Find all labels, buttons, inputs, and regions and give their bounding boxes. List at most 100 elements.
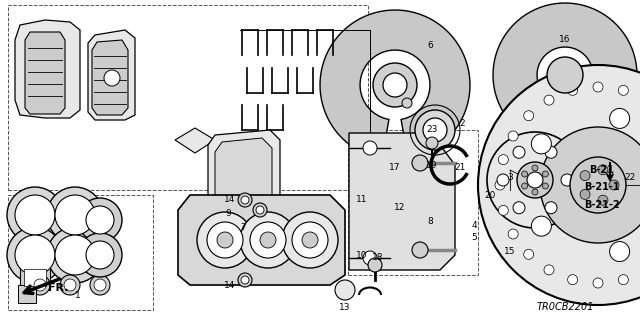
Circle shape <box>47 227 103 283</box>
Text: 20: 20 <box>484 190 496 199</box>
Circle shape <box>415 110 455 150</box>
Bar <box>8 195 153 310</box>
Circle shape <box>542 183 548 189</box>
Text: 2: 2 <box>459 118 465 127</box>
Text: 11: 11 <box>356 196 368 204</box>
Circle shape <box>499 205 508 215</box>
Text: 6: 6 <box>427 41 433 50</box>
Circle shape <box>497 174 509 186</box>
Circle shape <box>197 212 253 268</box>
Bar <box>8 5 368 190</box>
Circle shape <box>15 195 55 235</box>
Circle shape <box>256 206 264 214</box>
Circle shape <box>241 276 249 284</box>
Text: FR.: FR. <box>48 283 68 293</box>
Circle shape <box>90 275 110 295</box>
Circle shape <box>544 95 554 105</box>
Text: B-21-1: B-21-1 <box>584 182 620 192</box>
Circle shape <box>412 242 428 258</box>
Circle shape <box>580 171 590 180</box>
Circle shape <box>217 232 233 248</box>
Polygon shape <box>349 133 455 270</box>
Circle shape <box>335 280 355 300</box>
Text: 7: 7 <box>240 223 246 233</box>
Circle shape <box>531 216 552 236</box>
Text: 22: 22 <box>625 173 636 182</box>
Circle shape <box>568 85 578 95</box>
Polygon shape <box>215 138 272 230</box>
Circle shape <box>610 242 630 261</box>
Text: 15: 15 <box>504 247 516 257</box>
Circle shape <box>513 146 525 158</box>
Text: 16: 16 <box>559 36 571 44</box>
Circle shape <box>104 70 120 86</box>
Circle shape <box>540 127 640 243</box>
Circle shape <box>253 203 267 217</box>
Polygon shape <box>320 10 470 159</box>
Polygon shape <box>25 32 65 114</box>
Circle shape <box>542 171 548 177</box>
Circle shape <box>412 155 428 171</box>
Circle shape <box>368 258 382 272</box>
Circle shape <box>373 63 417 107</box>
Circle shape <box>547 57 583 93</box>
Text: 17: 17 <box>389 163 401 172</box>
Circle shape <box>60 275 80 295</box>
Circle shape <box>508 131 518 141</box>
Circle shape <box>15 235 55 275</box>
Circle shape <box>524 249 534 259</box>
Text: 12: 12 <box>394 204 406 212</box>
Text: B-21-2: B-21-2 <box>584 200 620 210</box>
Text: 18: 18 <box>372 253 384 262</box>
Circle shape <box>363 141 377 155</box>
Text: 1: 1 <box>75 291 81 300</box>
Circle shape <box>292 222 328 258</box>
Circle shape <box>94 279 106 291</box>
Circle shape <box>580 189 590 199</box>
Circle shape <box>568 275 578 285</box>
Bar <box>18 285 36 303</box>
Circle shape <box>423 118 447 142</box>
Text: 21: 21 <box>454 164 466 172</box>
Circle shape <box>598 195 608 205</box>
Circle shape <box>495 180 505 190</box>
Circle shape <box>499 155 508 164</box>
Circle shape <box>517 162 553 198</box>
Circle shape <box>78 233 122 277</box>
Circle shape <box>531 134 552 154</box>
Bar <box>348 130 478 275</box>
Circle shape <box>545 146 557 158</box>
Circle shape <box>522 183 527 189</box>
Polygon shape <box>92 40 128 115</box>
Circle shape <box>478 65 640 305</box>
Circle shape <box>238 273 252 287</box>
Circle shape <box>609 180 619 190</box>
Circle shape <box>544 265 554 275</box>
Circle shape <box>545 202 557 214</box>
Text: B-21: B-21 <box>589 164 614 175</box>
Circle shape <box>618 85 628 95</box>
Circle shape <box>363 251 377 265</box>
Text: 8: 8 <box>427 218 433 227</box>
Circle shape <box>241 196 249 204</box>
Circle shape <box>426 137 438 149</box>
Circle shape <box>238 193 252 207</box>
Bar <box>20 265 50 290</box>
Circle shape <box>55 235 95 275</box>
Circle shape <box>513 202 525 214</box>
Circle shape <box>618 275 628 285</box>
Circle shape <box>240 212 296 268</box>
Polygon shape <box>175 128 215 153</box>
Circle shape <box>598 165 608 175</box>
Circle shape <box>532 165 538 171</box>
Bar <box>24 269 46 286</box>
Text: 23: 23 <box>426 125 438 134</box>
Circle shape <box>86 241 114 269</box>
Circle shape <box>593 278 603 288</box>
Circle shape <box>260 232 276 248</box>
Circle shape <box>7 227 63 283</box>
Text: 9: 9 <box>225 210 231 219</box>
Circle shape <box>55 195 95 235</box>
Circle shape <box>64 279 76 291</box>
Circle shape <box>78 198 122 242</box>
